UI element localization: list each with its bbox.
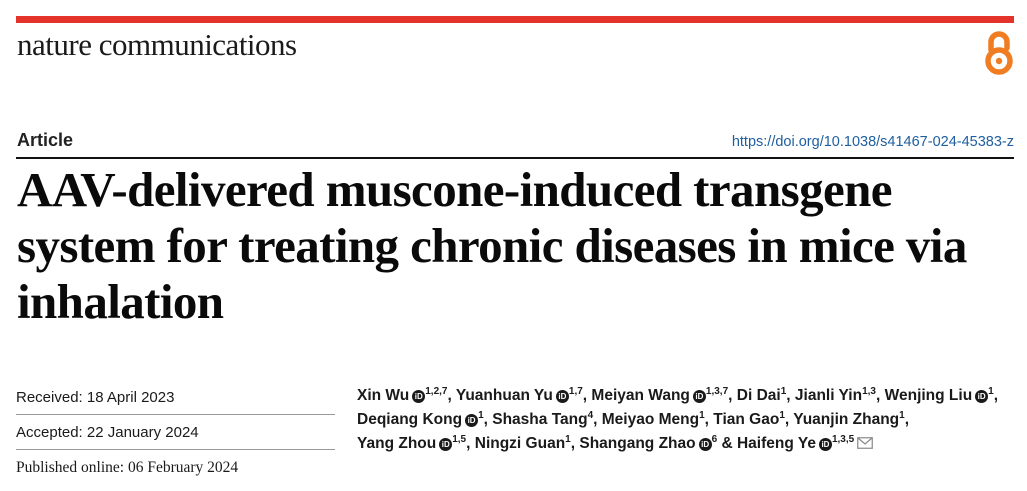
author-name-text: Jianli Yin [794, 387, 863, 404]
author-separator: , [786, 387, 795, 404]
affiliation-marker: 1,3,7 [705, 386, 729, 397]
affiliation-marker: 1 [899, 410, 905, 421]
author-name-text: Xin Wu [357, 387, 410, 404]
article-title: AAV-delivered muscone-induced transgene … [17, 162, 967, 329]
author-name[interactable]: Yuanhuan Yu iD 1,7 [455, 386, 583, 405]
author-name-text: Yuanjin Zhang [793, 411, 900, 428]
affiliation-marker: 4 [587, 410, 594, 421]
author-separator: , [704, 411, 714, 428]
author-name[interactable]: Yang Zhou iD 1,5 [357, 434, 467, 453]
affiliation-marker: 1,7 [568, 386, 583, 397]
orcid-icon[interactable]: iD [818, 438, 832, 451]
author-separator: , [728, 387, 737, 404]
affiliation-marker: 1,5 [452, 434, 467, 445]
author-name[interactable]: Wenjing Liu iD 1 [884, 386, 994, 405]
author-name-text: Yang Zhou [357, 435, 437, 452]
author-separator: , [483, 411, 493, 428]
author-name-text: Shangang Zhao [579, 435, 696, 452]
affiliation-marker: 1 [988, 386, 994, 397]
author-name-text: Di Dai [736, 387, 781, 404]
author-separator: , [593, 411, 602, 428]
author-name[interactable]: Tian Gao1 [713, 410, 785, 429]
orcid-icon[interactable]: iD [465, 414, 479, 427]
author-separator: , [904, 411, 910, 428]
author-name[interactable]: Xin Wu iD 1,2,7 [357, 386, 448, 405]
author-separator: , [876, 387, 885, 404]
accepted-value: 22 January 2024 [86, 424, 199, 441]
orcid-icon[interactable]: iD [439, 438, 453, 451]
affiliation-marker: 1 [780, 386, 787, 397]
author-name-text: Deqiang Kong [357, 411, 463, 428]
author-name[interactable]: Jianli Yin1,3 [794, 386, 876, 405]
author-separator: & [717, 435, 737, 452]
author-name[interactable]: Shasha Tang4 [492, 410, 594, 429]
open-access-lock-icon[interactable] [982, 28, 1016, 76]
accepted-date: Accepted: 22 January 2024 [16, 415, 335, 450]
author-name-text: Haifeng Ye [736, 435, 816, 452]
received-date: Received: 18 April 2023 [16, 380, 335, 415]
journal-name[interactable]: nature communications [17, 27, 297, 62]
author-name[interactable]: Shangang Zhao iD 6 [579, 434, 718, 453]
orcid-icon[interactable]: iD [692, 390, 706, 403]
author-list: Xin Wu iD 1,2,7, Yuanhuan Yu iD 1,7, Meiyan … [357, 384, 1017, 456]
affiliation-marker: 1 [699, 410, 705, 421]
journal-brand-bar [16, 16, 1014, 23]
author-name-text: Tian Gao [713, 411, 780, 428]
author-name[interactable]: Yuanjin Zhang1 [793, 410, 905, 429]
author-name[interactable]: Deqiang Kong iD 1 [357, 410, 484, 429]
affiliation-marker: 1,2,7 [425, 386, 448, 397]
orcid-icon[interactable]: iD [412, 390, 426, 403]
mail-icon[interactable] [857, 437, 874, 449]
author-separator: , [582, 387, 592, 404]
orcid-icon[interactable]: iD [555, 390, 569, 403]
affiliation-marker: 1 [779, 410, 785, 421]
author-name-text: Meiyan Wang [591, 387, 690, 404]
accepted-label: Accepted: [16, 424, 87, 441]
published-label: Published online: [16, 459, 128, 476]
author-name[interactable]: Di Dai1 [736, 386, 787, 405]
received-value: 18 April 2023 [86, 389, 175, 406]
received-label: Received: [16, 389, 87, 406]
affiliation-marker: 6 [711, 434, 718, 445]
affiliation-marker: 1 [565, 434, 571, 445]
author-separator: , [466, 435, 475, 452]
article-type: Article [17, 130, 74, 150]
publication-dates: Received: 18 April 2023 Accepted: 22 Jan… [16, 380, 335, 485]
author-name[interactable]: Haifeng Ye iD 1,3,5 [736, 434, 874, 452]
author-name[interactable]: Meiyao Meng1 [601, 410, 705, 429]
author-name-text: Shasha Tang [492, 411, 588, 428]
author-separator: , [570, 435, 580, 452]
orcid-icon[interactable]: iD [975, 390, 989, 403]
author-name-text: Ningzi Guan [474, 435, 566, 452]
author-name-text: Meiyao Meng [601, 411, 700, 428]
author-separator: , [447, 387, 456, 404]
affiliation-marker: 1,3 [862, 386, 876, 397]
published-date: Published online: 06 February 2024 [16, 450, 335, 485]
affiliation-marker: 1,3,5 [831, 434, 855, 445]
affiliation-marker: 1 [478, 410, 484, 421]
doi-link[interactable]: https://doi.org/10.1038/s41467-024-45383… [731, 134, 1014, 150]
orcid-icon[interactable]: iD [698, 438, 712, 451]
author-separator: , [993, 387, 999, 404]
published-value: 06 February 2024 [127, 459, 239, 476]
author-name[interactable]: Meiyan Wang iD 1,3,7 [591, 386, 729, 405]
author-separator: , [784, 411, 794, 428]
author-name-text: Yuanhuan Yu [455, 387, 553, 404]
header-divider [16, 157, 1014, 159]
author-name-text: Wenjing Liu [884, 387, 973, 404]
author-name[interactable]: Ningzi Guan1 [474, 434, 571, 453]
